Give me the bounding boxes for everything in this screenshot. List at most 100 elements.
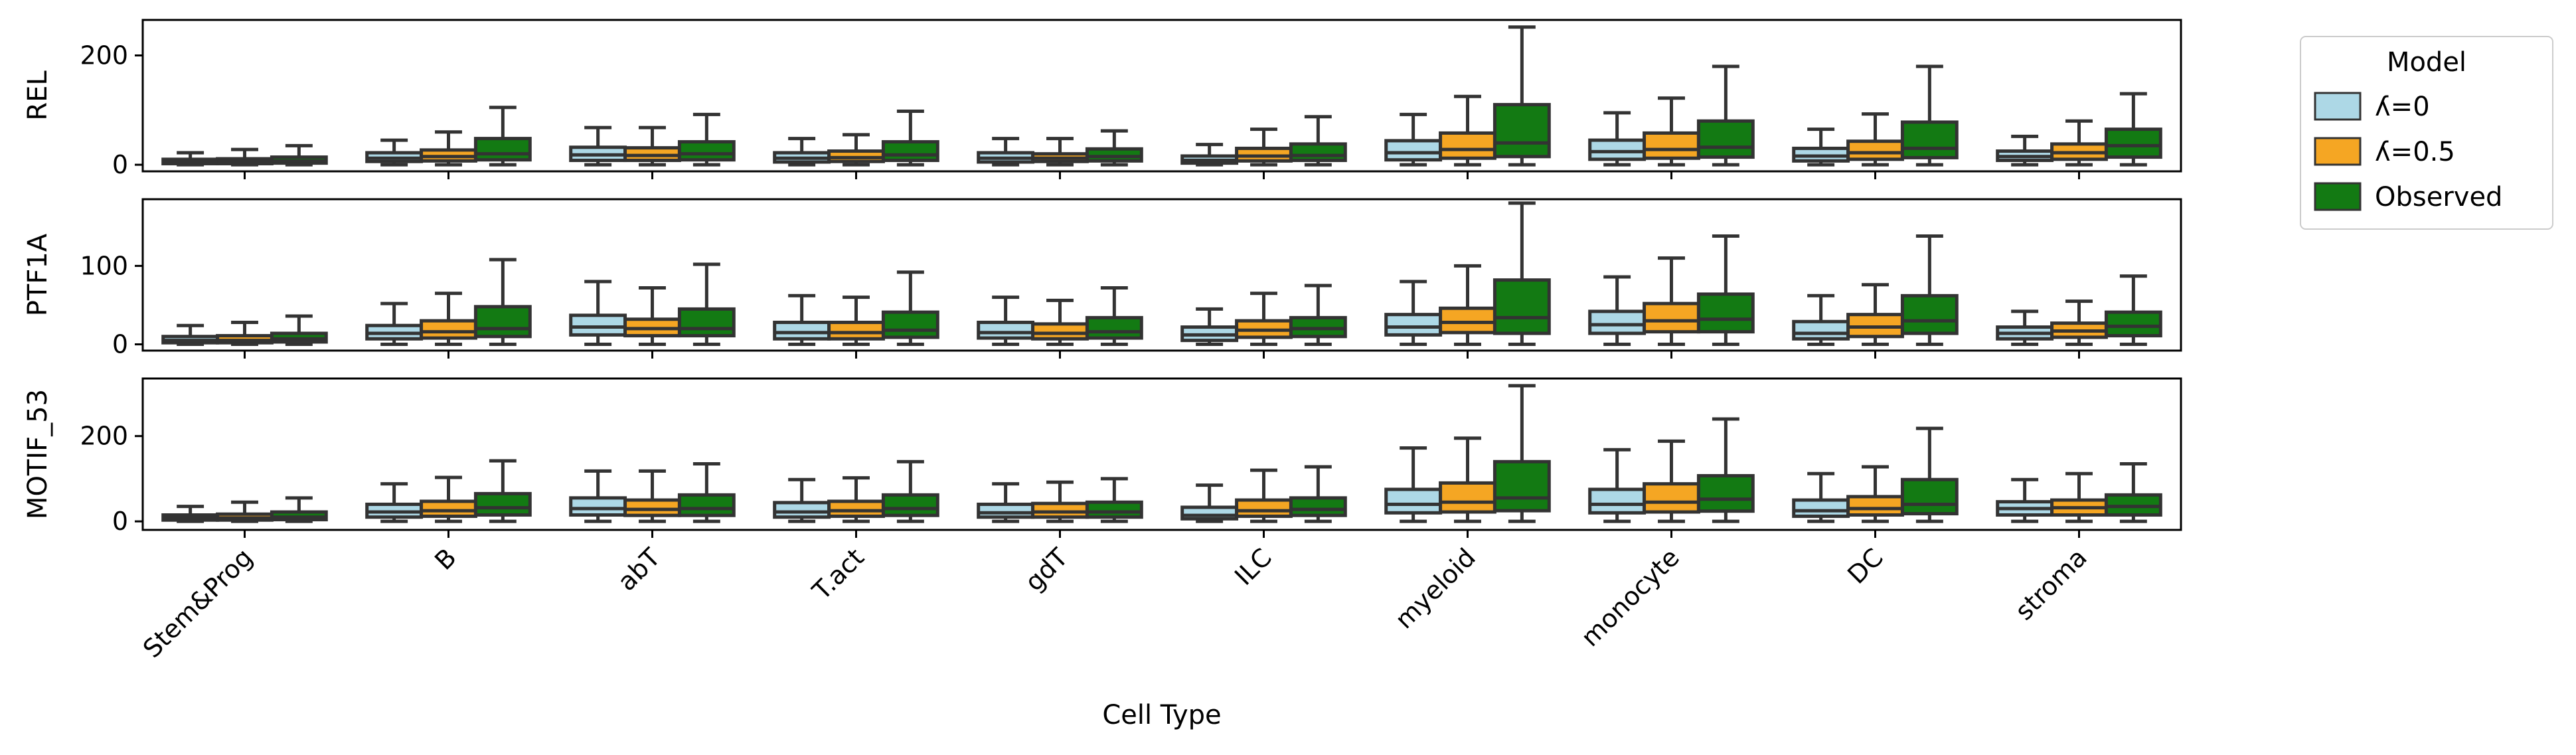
legend-label: Observed — [2375, 182, 2502, 212]
panel-motif_53: 0 200 MOTIF_53 — [23, 377, 2182, 538]
legend-swatch — [2314, 92, 2362, 121]
box-dc-2 — [1900, 426, 1959, 523]
box-ilc-2 — [1289, 465, 1347, 523]
box-stem-prog-0 — [161, 505, 220, 523]
legend-item-0: ʎ=0 — [2314, 92, 2430, 122]
box-monocyte-2 — [1696, 417, 1755, 523]
box-stroma-1 — [2050, 299, 2108, 347]
x-tick-label: myeloid — [1390, 543, 1481, 634]
box-iqr — [977, 502, 1035, 519]
box-iqr — [420, 319, 477, 340]
legend-swatch — [2314, 137, 2362, 166]
box-iqr — [1900, 120, 1959, 159]
box-dc-1 — [1846, 283, 1904, 347]
box-stem-prog-1 — [216, 320, 274, 347]
panel-rel: 0 200 REL — [23, 19, 2182, 179]
box-iqr — [1846, 139, 1904, 161]
box-iqr — [623, 498, 681, 517]
box-stroma-0 — [1996, 309, 2054, 347]
box-abt-1 — [623, 286, 681, 347]
box-dc-0 — [1792, 294, 1850, 347]
box-iqr — [1289, 142, 1347, 163]
box-iqr — [1492, 103, 1551, 159]
box-iqr — [1384, 487, 1443, 515]
box-iqr — [1588, 487, 1647, 515]
box-abt-1 — [623, 126, 681, 167]
box-stem-prog-0 — [161, 151, 220, 167]
box-stem-prog-2 — [270, 496, 328, 523]
box-dc-2 — [1900, 234, 1959, 347]
box-iqr — [1031, 322, 1089, 341]
box-gdt-2 — [1085, 286, 1143, 347]
box-iqr — [1643, 482, 1700, 514]
x-tick-label: DC — [1842, 543, 1889, 590]
y-axis-label: MOTIF_53 — [23, 389, 53, 519]
box-iqr — [1180, 505, 1239, 521]
box-gdt-1 — [1031, 298, 1089, 347]
box-iqr — [1085, 315, 1143, 340]
box-iqr — [827, 320, 885, 341]
box-iqr — [1384, 139, 1443, 162]
box-ilc-0 — [1180, 307, 1239, 347]
box-t-act-1 — [827, 476, 885, 523]
box-iqr — [569, 496, 627, 517]
box-stroma-1 — [2050, 119, 2108, 167]
box-monocyte-0 — [1588, 111, 1647, 167]
box-gdt-0 — [977, 295, 1035, 347]
box-dc-0 — [1792, 471, 1850, 523]
x-tick-label: T.act — [806, 543, 869, 606]
panel-ptf1a: 0 100 PTF1A — [23, 198, 2182, 359]
x-tick-label: monocyte — [1575, 543, 1685, 652]
box-monocyte-2 — [1696, 64, 1755, 167]
box-iqr — [1439, 481, 1496, 514]
box-stroma-2 — [2104, 274, 2162, 347]
box-myeloid-2 — [1492, 25, 1551, 167]
legend: Model ʎ=0 ʎ=0.5 Observed — [2300, 36, 2553, 230]
x-tick-label: stroma — [2010, 543, 2093, 626]
x-tick-label: ILC — [1229, 543, 1277, 591]
box-ilc-2 — [1289, 115, 1347, 167]
box-iqr — [881, 493, 939, 517]
box-iqr — [677, 140, 736, 162]
box-iqr — [977, 320, 1035, 340]
y-tick-label: 0 — [112, 330, 128, 359]
y-axis-label: PTF1A — [23, 233, 53, 316]
box-iqr — [1696, 292, 1755, 334]
box-stroma-2 — [2104, 92, 2162, 167]
x-axis-label: Cell Type — [1102, 700, 1221, 730]
x-tick-label: B — [429, 543, 462, 576]
y-tick-label: 200 — [80, 422, 128, 451]
y-tick-label: 200 — [80, 41, 128, 70]
box-abt-0 — [569, 126, 627, 167]
box-abt-0 — [569, 469, 627, 523]
box-ilc-1 — [1235, 127, 1293, 167]
legend-title: Model — [2387, 47, 2466, 78]
box-stem-prog-0 — [161, 323, 220, 347]
box-iqr — [1384, 313, 1443, 337]
box-iqr — [1588, 138, 1647, 161]
box-ilc-0 — [1180, 483, 1239, 523]
box-monocyte-0 — [1588, 275, 1647, 347]
box-iqr — [1846, 495, 1904, 517]
box-abt-1 — [623, 469, 681, 523]
box-gdt-1 — [1031, 137, 1089, 167]
box-b-0 — [365, 301, 424, 347]
box-abt-0 — [569, 280, 627, 347]
box-gdt-0 — [977, 482, 1035, 523]
box-iqr — [1235, 498, 1293, 518]
box-abt-2 — [677, 262, 736, 347]
box-b-2 — [473, 258, 532, 347]
box-myeloid-0 — [1384, 112, 1443, 167]
box-dc-1 — [1846, 465, 1904, 523]
legend-item-1: ʎ=0.5 — [2314, 137, 2455, 167]
box-iqr — [1643, 131, 1700, 160]
box-b-1 — [420, 292, 477, 347]
x-tick-label: Stem&Prog — [137, 543, 258, 663]
box-t-act-0 — [773, 294, 831, 347]
box-b-0 — [365, 482, 424, 523]
box-iqr — [2104, 310, 2162, 338]
box-gdt-0 — [977, 137, 1035, 167]
box-iqr — [1085, 500, 1143, 519]
box-dc-2 — [1900, 64, 1959, 167]
